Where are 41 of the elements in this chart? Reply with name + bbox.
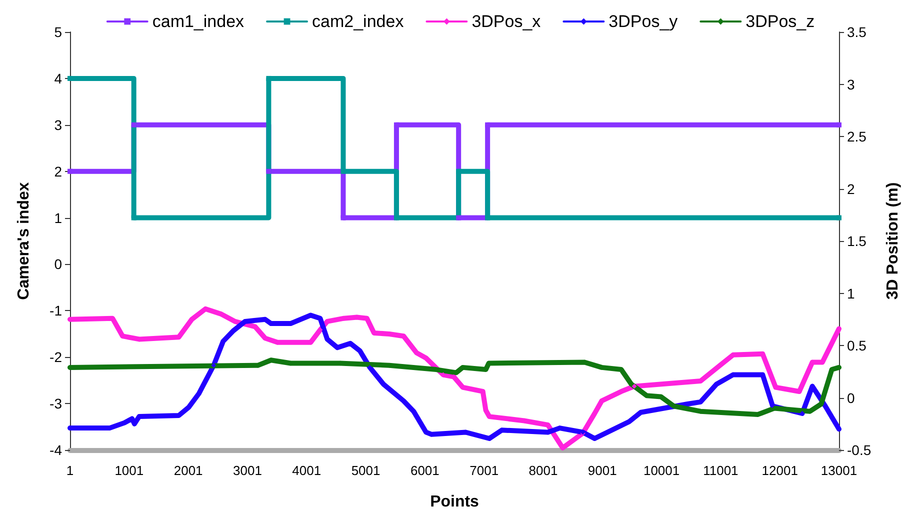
y2-tick-label: 1 xyxy=(847,285,855,302)
y-tick-label: -1 xyxy=(50,302,62,319)
x-tick-label: 4001 xyxy=(292,463,322,478)
legend-label: 3DPos_z xyxy=(746,12,815,31)
y-axis-title: Camera's index xyxy=(16,182,32,300)
y2-tick-label: 2.5 xyxy=(847,128,867,144)
legend-label: 3DPos_x xyxy=(472,12,542,31)
x-tick-label: 2001 xyxy=(174,463,203,478)
x-tick-label: 8001 xyxy=(528,463,558,478)
y-tick-label: -3 xyxy=(50,396,62,412)
y2-tick-label: 0 xyxy=(847,390,855,406)
y-tick-label: 0 xyxy=(54,256,62,272)
legend-label: 3DPos_y xyxy=(608,12,678,31)
x-tick-label: 1 xyxy=(66,463,74,478)
x-tick-label: 6001 xyxy=(410,463,440,478)
x-tick-label: 10001 xyxy=(643,463,680,478)
legend-label: cam2_index xyxy=(312,12,404,31)
y-tick-label: -2 xyxy=(50,349,62,366)
y-tick-label: 1 xyxy=(54,210,62,226)
y2-tick-label: -0.5 xyxy=(847,442,872,458)
x-tick-label: 11001 xyxy=(703,463,738,478)
x-tick-label: 3001 xyxy=(233,463,262,478)
x-tick-label: 1001 xyxy=(114,463,144,478)
y2-tick-label: 2 xyxy=(847,180,855,197)
legend-label: cam1_index xyxy=(152,12,245,31)
y-tick-label: 2 xyxy=(54,163,62,180)
x-tick-label: 9001 xyxy=(588,463,617,478)
y2-tick-label: 0.5 xyxy=(847,338,867,354)
y-tick-label: -4 xyxy=(50,442,62,458)
x-tick-label: 5001 xyxy=(351,463,380,478)
y2-tick-label: 1.5 xyxy=(847,233,867,249)
y2-tick-label: 3.5 xyxy=(847,24,867,40)
x-tick-label: 7001 xyxy=(470,463,499,478)
y-tick-label: 4 xyxy=(54,70,62,86)
x-tick-label: 13001 xyxy=(820,463,858,478)
y2-tick-label: 3 xyxy=(847,76,855,92)
y-tick-label: 3 xyxy=(54,116,62,133)
x-axis-title: Points xyxy=(430,494,480,510)
y2-axis-title: 3D Position (m) xyxy=(884,182,902,300)
x-tick-label: 12001 xyxy=(762,463,798,478)
y-tick-label: 5 xyxy=(54,24,62,40)
